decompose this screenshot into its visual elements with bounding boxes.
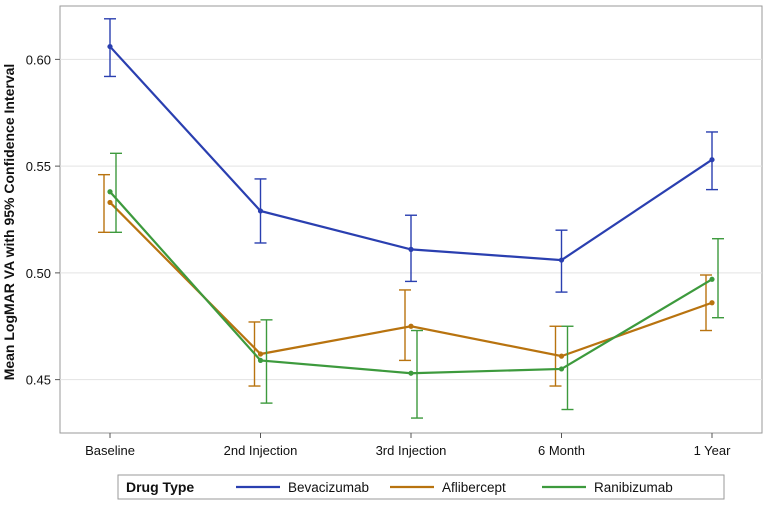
legend-label: Aflibercept — [442, 480, 506, 495]
data-point — [257, 351, 264, 357]
data-point — [709, 157, 715, 163]
series-bevacizumab — [104, 18, 718, 293]
data-point — [408, 246, 414, 252]
x-tick-label: 1 Year — [694, 443, 732, 458]
series-ranibizumab — [107, 152, 724, 419]
data-point — [408, 323, 414, 329]
y-tick-label: 0.55 — [26, 159, 51, 174]
data-point — [558, 257, 565, 263]
data-point — [558, 353, 565, 359]
axes: 0.45 0.50 0.55 0.60 Baseline 2nd Injection 3rd… — [26, 52, 731, 458]
data-point — [558, 366, 565, 372]
legend-label: Ranibizumab — [594, 480, 673, 495]
data-point — [107, 43, 113, 50]
data-point — [709, 276, 715, 282]
y-tick-label: 0.45 — [26, 373, 51, 388]
data-point — [257, 208, 264, 214]
y-axis-label: Mean LogMAR VA with 95% Confidence Inter… — [1, 64, 17, 381]
data-point — [107, 189, 113, 195]
data-point — [709, 300, 715, 306]
x-tick-label: 2nd Injection — [224, 443, 298, 458]
legend-label: Bevacizumab — [288, 480, 369, 495]
x-tick-label: Baseline — [85, 443, 135, 458]
y-tick-label: 0.60 — [26, 52, 51, 67]
legend: Drug Type Bevacizumab Aflibercept Ranibizum… — [117, 474, 725, 500]
x-tick-label: 3rd Injection — [376, 443, 447, 458]
legend-title: Drug Type — [126, 479, 194, 495]
data-point — [257, 357, 264, 364]
y-tick-label: 0.50 — [26, 266, 51, 281]
data-point — [107, 199, 113, 206]
data-point — [408, 370, 414, 376]
series-group — [98, 18, 724, 419]
x-tick-label: 6 Month — [538, 443, 585, 458]
